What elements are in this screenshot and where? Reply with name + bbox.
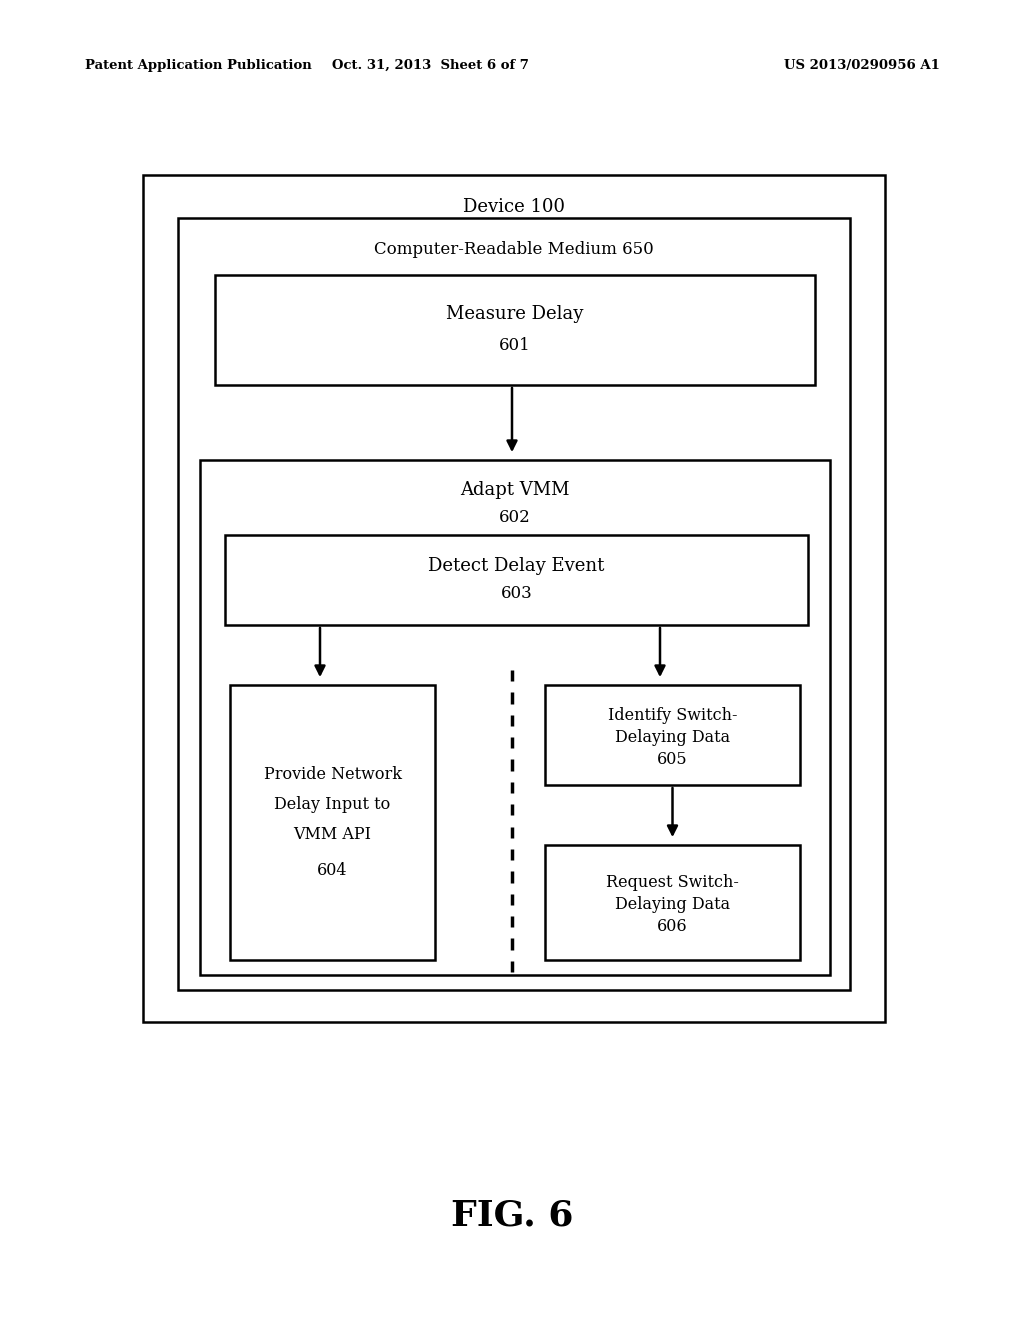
Bar [178,218,850,990]
Bar [230,685,435,960]
Bar [225,535,808,624]
Text: Detect Delay Event: Detect Delay Event [428,557,605,576]
Text: Request Switch-: Request Switch- [606,874,739,891]
Text: 601: 601 [499,338,530,355]
Text: VMM API: VMM API [294,826,372,843]
Text: 604: 604 [317,862,348,879]
Text: Measure Delay: Measure Delay [446,305,584,323]
Bar [200,459,830,975]
Bar [215,275,815,385]
Text: 603: 603 [501,586,532,602]
Text: US 2013/0290956 A1: US 2013/0290956 A1 [784,58,940,71]
Text: 605: 605 [657,751,688,767]
Text: 606: 606 [657,917,688,935]
Text: Delay Input to: Delay Input to [274,796,390,813]
Text: Patent Application Publication: Patent Application Publication [85,58,311,71]
Text: Delaying Data: Delaying Data [615,729,730,746]
Bar [545,685,800,785]
Bar [143,176,885,1022]
Text: Computer-Readable Medium 650: Computer-Readable Medium 650 [374,242,654,259]
Text: Provide Network: Provide Network [263,766,401,783]
Text: FIG. 6: FIG. 6 [451,1199,573,1232]
Text: Device 100: Device 100 [463,198,565,216]
Text: Identify Switch-: Identify Switch- [608,706,737,723]
Text: 602: 602 [499,510,530,527]
Bar [545,845,800,960]
Text: Adapt VMM: Adapt VMM [460,480,569,499]
Text: Oct. 31, 2013  Sheet 6 of 7: Oct. 31, 2013 Sheet 6 of 7 [332,58,528,71]
Text: Delaying Data: Delaying Data [615,896,730,913]
